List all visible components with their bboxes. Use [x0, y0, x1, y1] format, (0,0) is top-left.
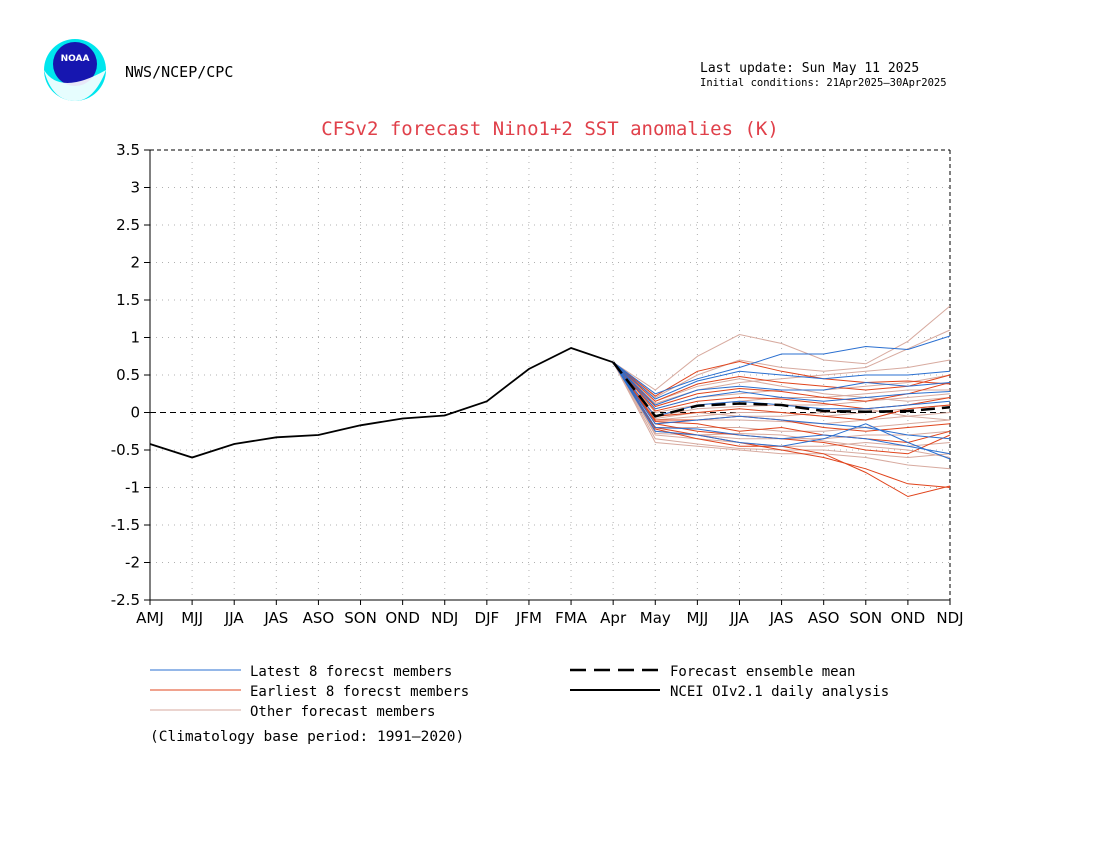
x-tick-label: OND	[891, 609, 926, 627]
y-tick-label: -1.5	[111, 516, 140, 534]
x-tick-label: AMJ	[136, 609, 164, 627]
y-tick-label: -2.5	[111, 591, 140, 609]
y-tick-label: 3.5	[116, 141, 140, 159]
initial-conditions: Initial conditions: 21Apr2025–30Apr2025	[700, 77, 947, 89]
member-latest-line	[612, 361, 951, 410]
x-tick-label: OND	[385, 609, 420, 627]
member-other-line	[612, 361, 951, 402]
y-tick-label: 2	[130, 254, 140, 272]
x-tick-label: JJA	[224, 609, 245, 627]
x-tick-label: DJF	[475, 609, 500, 627]
noaa-logo-text: NOAA	[61, 54, 90, 64]
member-latest-line	[612, 335, 951, 395]
member-latest-line	[612, 361, 951, 400]
legend-mean-label: Forecast ensemble mean	[670, 664, 855, 680]
y-tick-label: 0	[130, 404, 140, 422]
y-tick-label: 2.5	[116, 216, 140, 234]
last-update: Last update: Sun May 11 2025	[700, 61, 919, 76]
x-tick-label: NDJ	[936, 609, 963, 627]
y-tick-label: 1	[130, 329, 140, 347]
y-tick-label: -2	[125, 554, 140, 572]
x-tick-label: Apr	[600, 609, 627, 627]
member-earliest-line	[612, 361, 951, 408]
y-tick-label: 1.5	[116, 291, 140, 309]
x-tick-label: JJA	[729, 609, 750, 627]
y-tick-label: 3	[130, 179, 140, 197]
member-latest-line	[612, 362, 951, 440]
chart-title: CFSv2 forecast Nino1+2 SST anomalies (K)	[321, 118, 779, 140]
member-other-line	[612, 362, 951, 458]
legend-analysis-label: NCEI OIv2.1 daily analysis	[670, 684, 889, 700]
member-earliest-line	[612, 360, 951, 397]
y-tick-label: 0.5	[116, 366, 140, 384]
member-latest-line	[612, 362, 951, 455]
member-other-line	[612, 362, 951, 421]
ensemble-mean-line	[612, 361, 951, 418]
member-other-line	[612, 362, 951, 470]
x-tick-label: NDJ	[431, 609, 458, 627]
y-tick-label: -0.5	[111, 441, 140, 459]
x-tick-label: SON	[344, 609, 377, 627]
legend-other-label: Other forecast members	[250, 704, 435, 720]
climatology-note: (Climatology base period: 1991–2020)	[150, 729, 464, 745]
x-tick-label: ASO	[303, 609, 335, 627]
x-tick-label: FMA	[555, 609, 588, 627]
member-earliest-line	[612, 361, 951, 421]
x-tick-label: SON	[850, 609, 883, 627]
x-tick-label: JFM	[515, 609, 542, 627]
org-label: NWS/NCEP/CPC	[125, 63, 233, 81]
x-tick-label: MJJ	[181, 609, 203, 627]
x-tick-label: JAS	[769, 609, 794, 627]
member-other-line	[612, 329, 951, 399]
member-earliest-line	[612, 362, 951, 488]
noaa-logo: NOAA	[44, 39, 106, 101]
legend: Latest 8 forecst members Earliest 8 fore…	[150, 664, 889, 745]
x-tick-label: ASO	[808, 609, 840, 627]
member-other-line	[612, 359, 951, 405]
legend-latest-label: Latest 8 forecst members	[250, 664, 452, 680]
y-tick-label: -1	[125, 479, 140, 497]
x-tick-label: May	[640, 609, 671, 627]
member-latest-line	[612, 362, 951, 460]
x-tick-label: JAS	[263, 609, 288, 627]
member-earliest-line	[612, 361, 951, 402]
observed-line	[149, 347, 614, 459]
legend-earliest-label: Earliest 8 forecst members	[250, 684, 469, 700]
member-latest-line	[612, 361, 951, 406]
x-tick-label: MJJ	[686, 609, 708, 627]
